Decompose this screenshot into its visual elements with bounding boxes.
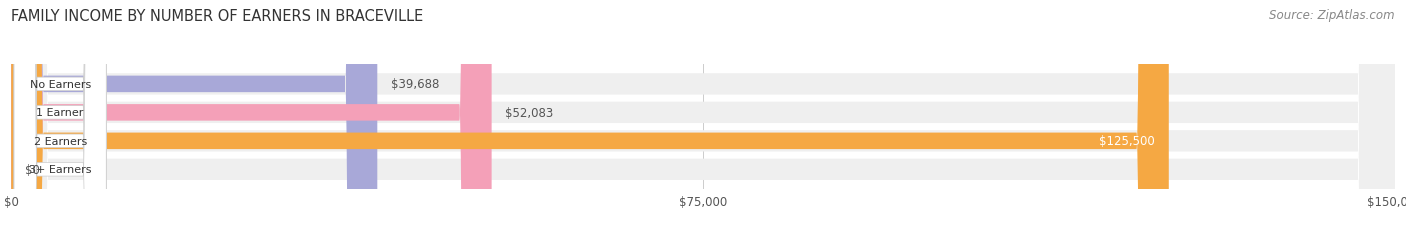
FancyBboxPatch shape <box>14 0 107 231</box>
FancyBboxPatch shape <box>11 0 1168 231</box>
Text: $125,500: $125,500 <box>1099 135 1154 148</box>
Text: 2 Earners: 2 Earners <box>34 136 87 146</box>
FancyBboxPatch shape <box>14 0 107 231</box>
Text: Source: ZipAtlas.com: Source: ZipAtlas.com <box>1270 9 1395 22</box>
FancyBboxPatch shape <box>11 0 377 231</box>
FancyBboxPatch shape <box>14 0 107 231</box>
FancyBboxPatch shape <box>11 0 1395 231</box>
Text: 3+ Earners: 3+ Earners <box>30 165 91 175</box>
Text: $0: $0 <box>25 163 39 176</box>
Text: FAMILY INCOME BY NUMBER OF EARNERS IN BRACEVILLE: FAMILY INCOME BY NUMBER OF EARNERS IN BR… <box>11 9 423 24</box>
FancyBboxPatch shape <box>11 0 1395 231</box>
FancyBboxPatch shape <box>11 0 1395 231</box>
FancyBboxPatch shape <box>11 0 1395 231</box>
Text: 1 Earner: 1 Earner <box>37 108 84 118</box>
Text: No Earners: No Earners <box>30 79 91 89</box>
Text: $39,688: $39,688 <box>391 78 440 91</box>
Text: $52,083: $52,083 <box>506 106 554 119</box>
FancyBboxPatch shape <box>14 0 107 231</box>
FancyBboxPatch shape <box>11 0 492 231</box>
